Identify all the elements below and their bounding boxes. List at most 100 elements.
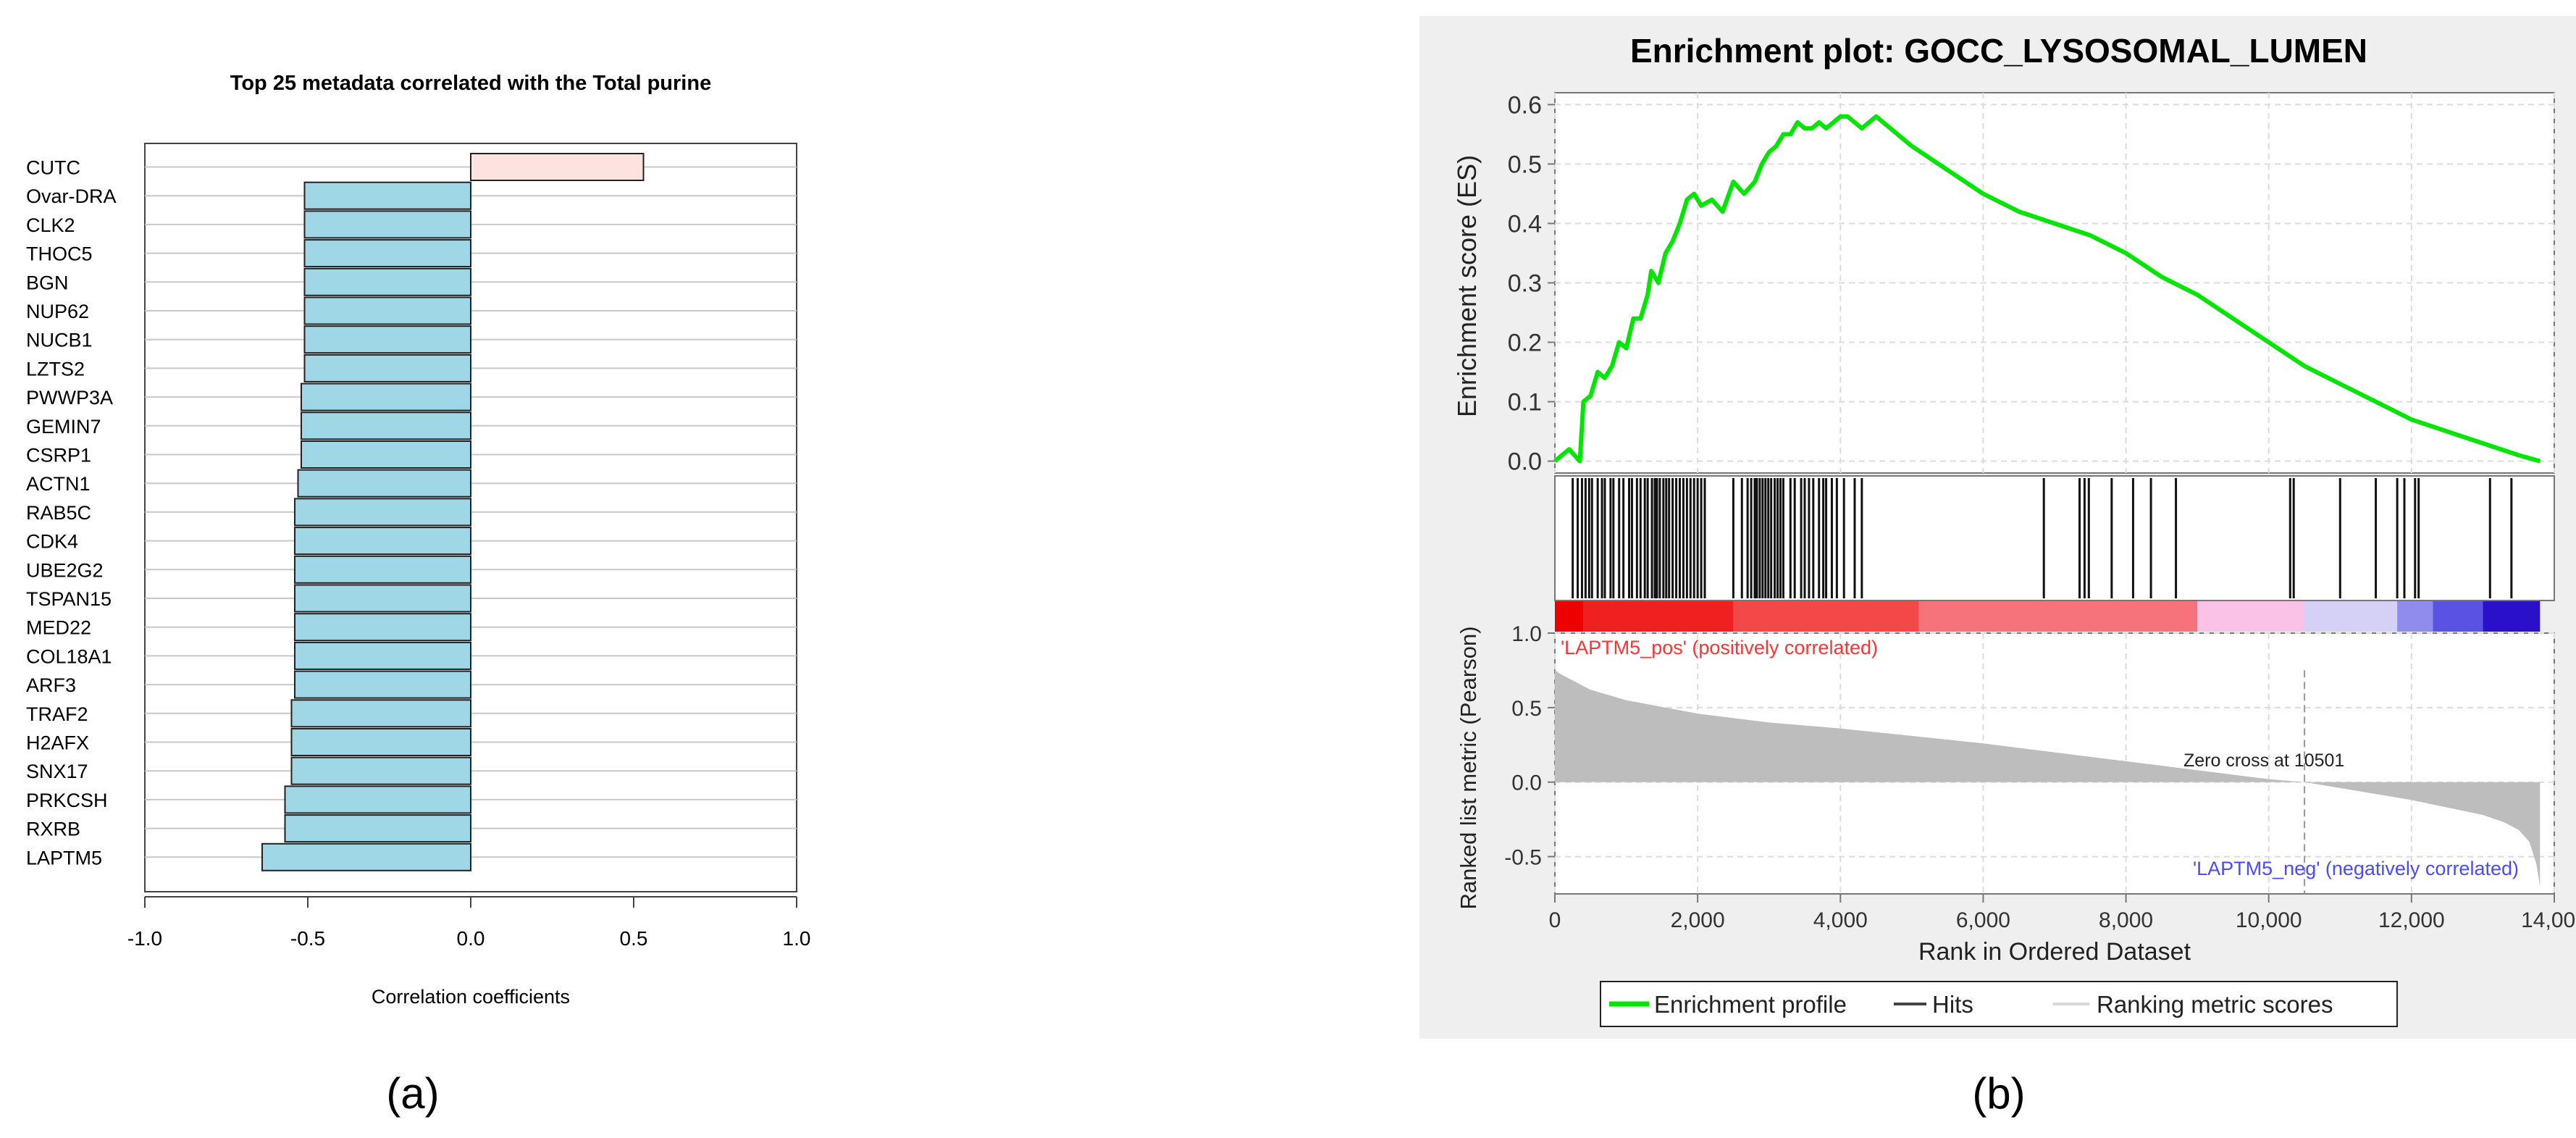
ranked-metric-area-fill bbox=[1555, 670, 2541, 887]
category-label: BGN bbox=[26, 272, 69, 293]
chart-a-bars bbox=[261, 153, 645, 871]
bar-clk2 bbox=[303, 210, 471, 239]
category-label: THOC5 bbox=[26, 243, 93, 265]
bar-nup62 bbox=[303, 296, 471, 325]
enrichment-y-tick-label: 0.6 bbox=[1508, 91, 1542, 119]
bar-actn1 bbox=[297, 469, 471, 498]
category-label: RXRB bbox=[26, 819, 80, 840]
negative-correlation-label: 'LAPTM5_neg' (negatively correlated) bbox=[2193, 858, 2519, 879]
bar-pwwp3a bbox=[301, 382, 471, 411]
legend-ranking-label: Ranking metric scores bbox=[2097, 991, 2333, 1018]
panel-label-b: (b) bbox=[1972, 1069, 2025, 1118]
chart-a-plot-frame bbox=[144, 143, 797, 892]
chart-b-title: Enrichment plot: GOCC_LYSOSOMAL_LUMEN bbox=[1630, 32, 2367, 70]
category-label: CSRP1 bbox=[26, 445, 91, 467]
ranked-metric-y-tick-label: 1.0 bbox=[1511, 622, 1542, 646]
bar-bgn bbox=[303, 267, 471, 296]
panel-a-bar-chart: Top 25 metadata correlated with the Tota… bbox=[26, 72, 810, 1008]
colorbar-segment bbox=[2397, 601, 2433, 632]
enrichment-y-axis: 0.6 0.5 0.4 0.3 0.2 0.1 0.0 bbox=[1508, 91, 1555, 476]
category-label: PWWP3A bbox=[26, 387, 113, 409]
bar-ube2g2 bbox=[294, 555, 471, 584]
category-label: SNX17 bbox=[26, 761, 88, 782]
colorbar-segment bbox=[1733, 601, 1919, 632]
chart-b-x-tick-label: 8,000 bbox=[2099, 908, 2153, 932]
enrichment-y-tick-label: 0.2 bbox=[1508, 330, 1542, 357]
ranked-metric-y-axis: 1.0 0.5 0.0 -0.5 bbox=[1504, 622, 1555, 870]
colorbar-segment bbox=[2433, 601, 2483, 632]
chart-a-x-tick-label: -0.5 bbox=[290, 927, 325, 950]
category-label: NUP62 bbox=[26, 301, 89, 322]
hits-area bbox=[1554, 475, 2555, 601]
colorbar-segment bbox=[1918, 601, 2198, 632]
chart-a-x-tick-label: 0.0 bbox=[457, 927, 485, 950]
legend-box bbox=[1600, 981, 2398, 1027]
chart-a-x-axis-label: Correlation coefficients bbox=[372, 986, 570, 1008]
colorbar-segment bbox=[1555, 601, 1584, 632]
chart-b-x-tick-label: 0 bbox=[1549, 908, 1561, 932]
category-label: CDK4 bbox=[26, 531, 78, 553]
enrichment-y-tick-label: 0.5 bbox=[1508, 151, 1542, 178]
chart-a-x-axis: -1.0 -0.5 0.0 0.5 1.0 bbox=[127, 896, 810, 950]
ranked-metric-y-axis-label: Ranked list metric (Pearson) bbox=[1456, 626, 1481, 909]
category-label: GEMIN7 bbox=[26, 416, 101, 438]
category-label: ACTN1 bbox=[26, 473, 91, 495]
bar-snx17 bbox=[290, 756, 471, 785]
chart-b-x-tick-label: 6,000 bbox=[1956, 908, 2010, 932]
bar-tspan15 bbox=[294, 584, 471, 613]
category-label: COL18A1 bbox=[26, 645, 112, 667]
bar-h2afx bbox=[290, 728, 471, 756]
category-label: PRKCSH bbox=[26, 790, 108, 811]
chart-a-x-tick-label: 0.5 bbox=[620, 927, 648, 950]
ranked-metric-y-tick-label: 0.5 bbox=[1511, 697, 1542, 721]
colorbar-segment bbox=[2304, 601, 2398, 632]
positive-correlation-label: 'LAPTM5_pos' (positively correlated) bbox=[1561, 637, 1878, 658]
category-label: TRAF2 bbox=[26, 703, 88, 725]
chart-b-legend: Enrichment profile Hits Ranking metric s… bbox=[1600, 981, 2398, 1027]
enrichment-profile-line bbox=[1553, 114, 2541, 464]
enrichment-y-tick-label: 0.0 bbox=[1508, 448, 1542, 476]
ranked-metric-y-tick-label: 0.0 bbox=[1511, 771, 1542, 795]
enrichment-y-tick-label: 0.4 bbox=[1508, 210, 1542, 238]
enrichment-y-tick-label: 0.1 bbox=[1508, 389, 1542, 417]
bar-prkcsh bbox=[284, 785, 471, 814]
hits-lines bbox=[1572, 478, 2513, 598]
category-label: NUCB1 bbox=[26, 330, 93, 351]
colorbar-segment bbox=[2197, 601, 2304, 632]
bar-cutc bbox=[470, 153, 645, 181]
bar-csrp1 bbox=[301, 440, 471, 469]
legend-enrichment-label: Enrichment profile bbox=[1654, 991, 1847, 1018]
chart-b-x-tick-label: 14,000 bbox=[2521, 908, 2576, 932]
category-label: CUTC bbox=[26, 157, 80, 179]
bar-med22 bbox=[294, 613, 471, 642]
chart-b-x-axis: 0 2,000 4,000 6,000 8,000 10,000 12,000 14,000 bbox=[1549, 894, 2576, 932]
bar-nucb1 bbox=[303, 325, 471, 354]
chart-a-category-labels: CUTC Ovar-DRA CLK2 THOC5 BGN NUP62 NUCB1 LZTS2 P… bbox=[26, 157, 117, 869]
category-label: LAPTM5 bbox=[26, 847, 102, 869]
panel-label-a: (a) bbox=[386, 1069, 439, 1118]
category-label: ARF3 bbox=[26, 674, 76, 696]
chart-a-x-tick-label: -1.0 bbox=[127, 927, 162, 950]
category-label: LZTS2 bbox=[26, 358, 85, 380]
category-label: UBE2G2 bbox=[26, 559, 104, 581]
ranked-metric-y-tick-label: -0.5 bbox=[1504, 846, 1542, 870]
category-label: TSPAN15 bbox=[26, 588, 112, 610]
category-label: MED22 bbox=[26, 617, 91, 639]
bar-lzts2 bbox=[303, 353, 471, 382]
bar-traf2 bbox=[290, 699, 471, 728]
bar-cdk4 bbox=[294, 527, 471, 556]
enrichment-y-tick-label: 0.3 bbox=[1508, 270, 1542, 298]
category-label: RAB5C bbox=[26, 502, 91, 524]
bar-arf3 bbox=[294, 670, 471, 699]
panel-b-enrichment-plot: Enrichment plot: GOCC_LYSOSOMAL_LUMEN 0.… bbox=[1419, 16, 2576, 1039]
colorbar-segment bbox=[2483, 601, 2541, 632]
chart-b-x-tick-label: 2,000 bbox=[1671, 908, 1725, 932]
bar-rab5c bbox=[294, 498, 471, 527]
chart-a-title: Top 25 metadata correlated with the Tota… bbox=[230, 72, 711, 95]
enrichment-gridlines bbox=[1554, 93, 2555, 473]
category-label: H2AFX bbox=[26, 732, 89, 754]
ranking-colorbar bbox=[1555, 601, 2541, 632]
zero-cross-label: Zero cross at 10501 bbox=[2183, 750, 2344, 771]
chart-b-x-tick-label: 4,000 bbox=[1813, 908, 1868, 932]
